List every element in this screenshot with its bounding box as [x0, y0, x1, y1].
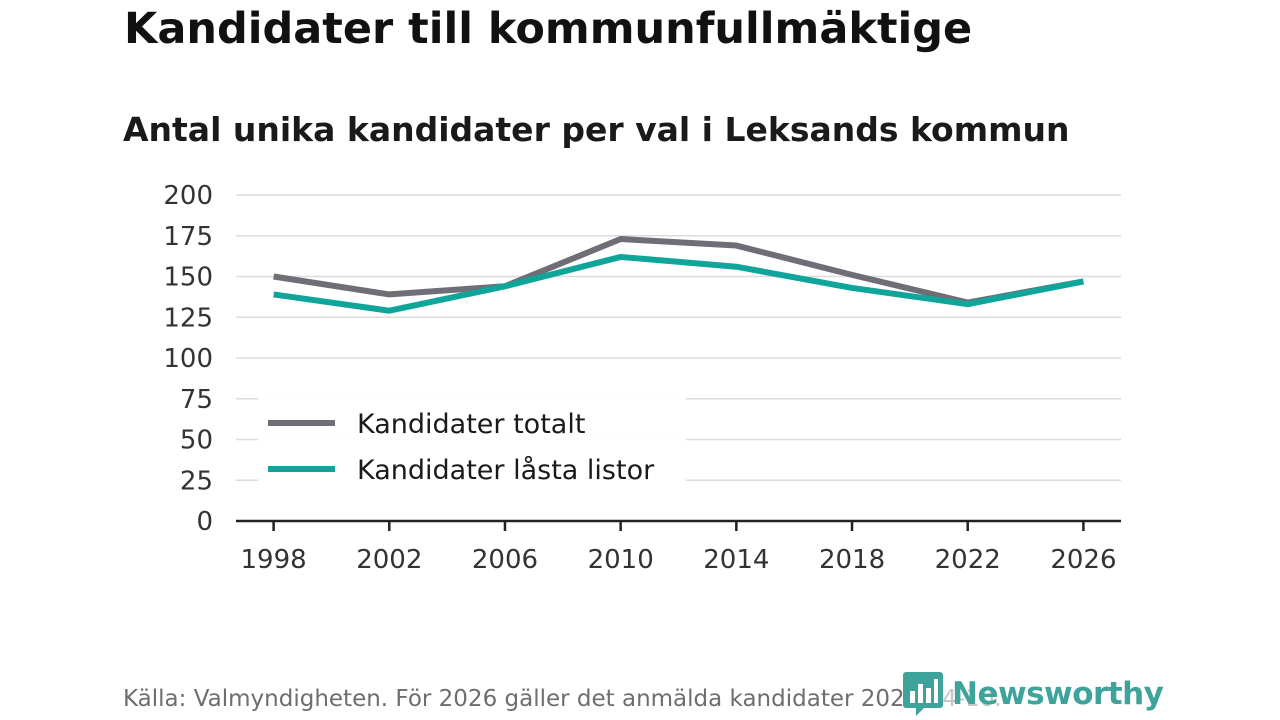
newsworthy-brand: Newsworthy — [902, 670, 1164, 718]
x-tick-label: 2026 — [1050, 545, 1116, 575]
legend-label: Kandidater totalt — [357, 409, 585, 440]
y-tick-label: 150 — [163, 263, 213, 293]
series-line-kandidater-lasta-listor — [273, 253, 1084, 314]
x-tick-label: 2006 — [472, 545, 538, 575]
x-tick-label: 1998 — [241, 545, 307, 575]
y-tick-label: 100 — [163, 344, 213, 374]
newsworthy-logo-icon — [903, 672, 943, 716]
x-tick-label: 2022 — [935, 545, 1001, 575]
series-line-kandidater-totalt — [273, 236, 1084, 306]
y-tick-label: 50 — [180, 426, 213, 456]
series-lines — [273, 236, 1084, 314]
legend-label: Kandidater låsta listor — [357, 455, 655, 486]
chart-title: Kandidater till kommunfullmäktige — [124, 4, 973, 54]
y-tick-label: 175 — [163, 222, 213, 252]
y-tick-label: 0 — [196, 507, 213, 537]
y-axis-tick-labels: 0 25 50 75 100 125 150 175 200 — [163, 181, 213, 537]
x-tick-label: 2014 — [703, 545, 769, 575]
legend: Kandidater totalt Kandidater låsta listor — [258, 398, 686, 490]
y-tick-label: 75 — [180, 385, 213, 415]
x-tick-label: 2002 — [356, 545, 422, 575]
y-tick-label: 125 — [163, 303, 213, 333]
chart-subtitle: Antal unika kandidater per val i Leksand… — [123, 110, 1070, 149]
legend-background — [258, 398, 686, 490]
y-tick-label: 25 — [180, 466, 213, 496]
x-tick-label: 2018 — [819, 545, 885, 575]
x-axis — [236, 519, 1121, 531]
brand-name: Newsworthy — [952, 676, 1164, 712]
y-tick-label: 200 — [163, 181, 213, 211]
x-axis-tick-labels: 1998 2002 2006 2010 2014 2018 2022 2026 — [241, 545, 1117, 575]
source-note: Källa: Valmyndigheten. För 2026 gäller d… — [123, 686, 1002, 712]
x-tick-label: 2010 — [588, 545, 654, 575]
